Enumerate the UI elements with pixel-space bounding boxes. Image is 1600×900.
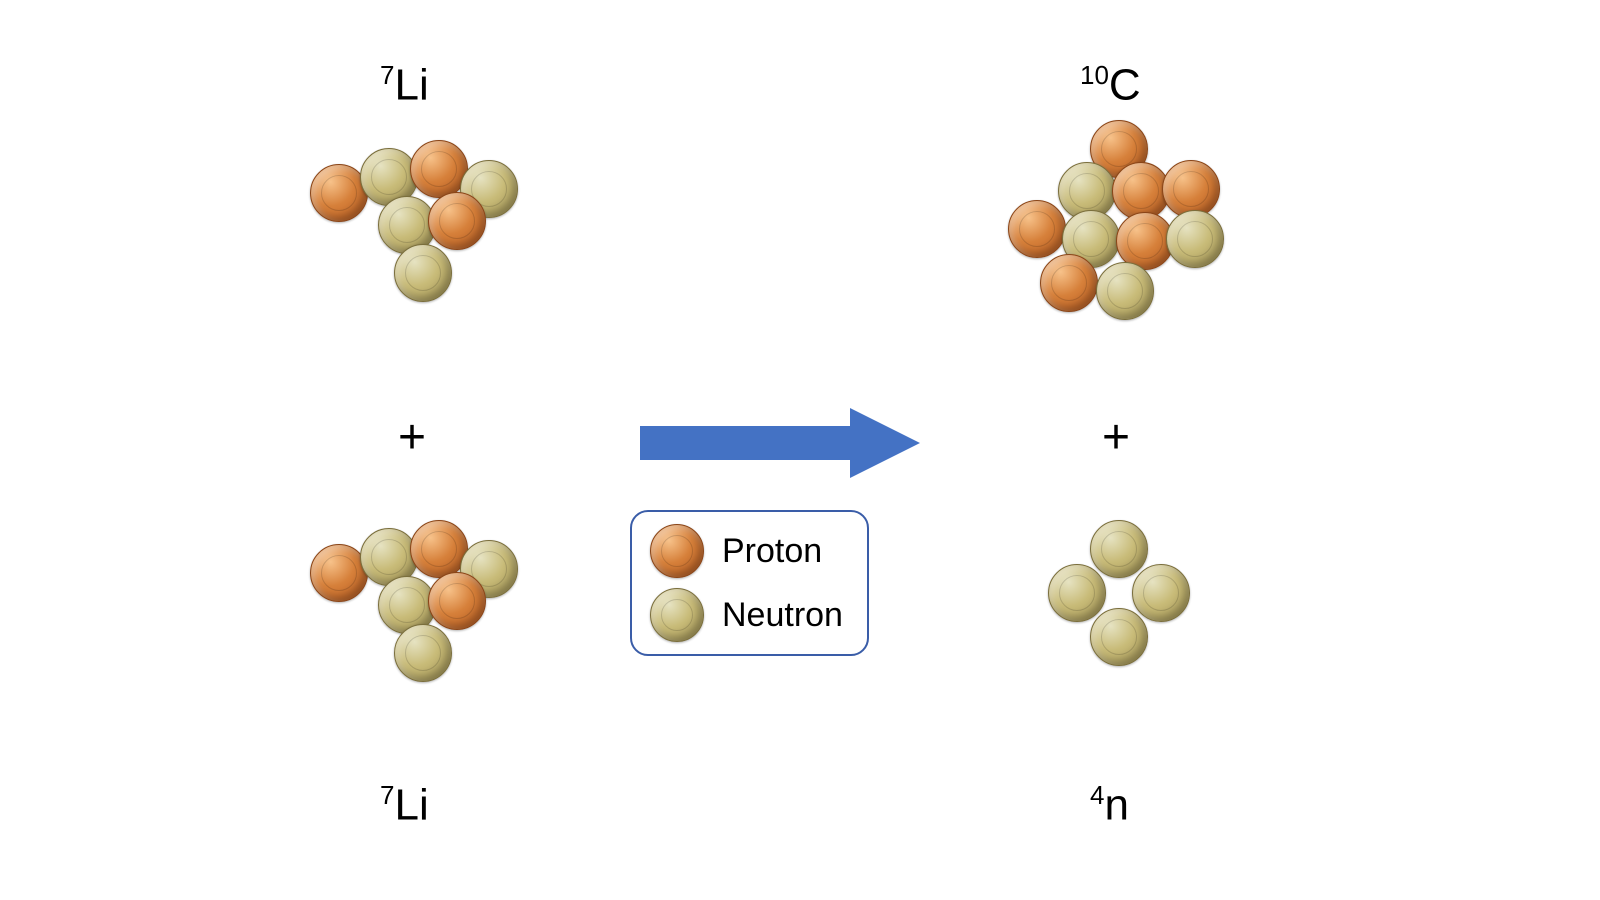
reactant-2-symbol: Li — [394, 781, 428, 830]
reactant-1-mass: 7 — [380, 60, 394, 90]
neutron-coin — [394, 244, 452, 302]
reactant-2-cluster — [310, 520, 530, 690]
product-1-cluster — [1000, 120, 1240, 330]
neutron-coin — [1096, 262, 1154, 320]
reaction-arrow-icon — [640, 408, 920, 483]
reactant-1-symbol: Li — [394, 61, 428, 110]
proton-coin — [428, 572, 486, 630]
reactant-1-cluster — [310, 140, 530, 310]
neutron-coin — [1166, 210, 1224, 268]
proton-icon — [650, 524, 704, 578]
proton-coin — [1040, 254, 1098, 312]
product-2-cluster — [1040, 520, 1200, 680]
product-2-symbol: n — [1104, 781, 1128, 830]
neutron-icon — [650, 588, 704, 642]
reactant-1-label: 7Li — [380, 60, 429, 111]
neutron-coin — [1048, 564, 1106, 622]
legend-neutron-row: Neutron — [650, 588, 843, 642]
product-2-label: 4n — [1090, 780, 1129, 831]
product-2-mass: 4 — [1090, 780, 1104, 810]
legend-proton-label: Proton — [722, 532, 822, 571]
product-1-label: 10C — [1080, 60, 1141, 111]
legend-box: Proton Neutron — [630, 510, 869, 656]
neutron-coin — [1090, 608, 1148, 666]
proton-coin — [428, 192, 486, 250]
legend-neutron-label: Neutron — [722, 596, 843, 635]
reactant-2-label: 7Li — [380, 780, 429, 831]
reactant-plus: + — [398, 410, 426, 465]
neutron-coin — [394, 624, 452, 682]
neutron-coin — [1090, 520, 1148, 578]
product-1-mass: 10 — [1080, 60, 1109, 90]
neutron-coin — [1132, 564, 1190, 622]
proton-coin — [1008, 200, 1066, 258]
legend-proton-row: Proton — [650, 524, 843, 578]
reactant-2-mass: 7 — [380, 780, 394, 810]
product-plus: + — [1102, 410, 1130, 465]
product-1-symbol: C — [1109, 61, 1141, 110]
